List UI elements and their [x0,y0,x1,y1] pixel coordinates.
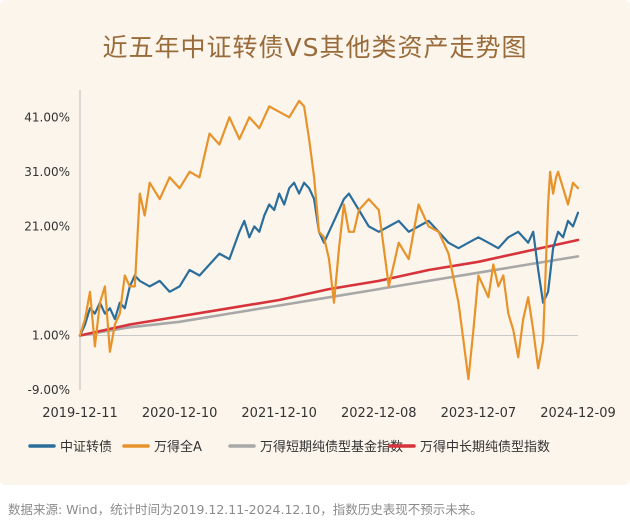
x-tick-label: 2021-12-10 [241,406,317,421]
x-tick-label: 2022-12-08 [341,406,417,421]
x-tick-label: 2020-12-10 [142,406,218,421]
series-line-2 [78,99,580,381]
series-line-4 [78,238,580,337]
y-tick-label: 1.00% [32,328,70,342]
y-tick-label: 21.00% [24,219,70,233]
x-tick-label: 2019-12-11 [42,406,118,421]
x-tick-label: 2024-12-09 [540,406,616,421]
legend-label: 万得短期纯债型基金指数 [260,439,403,455]
y-tick-label: 31.00% [24,165,70,179]
chart-svg: 41.00% 31.00% 21.00% 1.00% -9.00% 2019-12-11 2… [24,90,616,455]
series-line-1 [78,181,580,337]
source-note: 数据来源: Wind，统计时间为2019.12.11-2024.12.10，指数… [8,502,483,517]
y-tick-label: -9.00% [28,383,70,397]
chart-title: 近五年中证转债VS其他类资产走势图 [102,33,528,62]
y-tick-label: 41.00% [24,110,70,124]
x-tick-label: 2023-12-07 [441,406,517,421]
legend-label: 中证转债 [60,440,112,455]
chart-card: 近五年中证转债VS其他类资产走势图 [0,0,630,485]
legend-label: 万得中长期纯债型指数 [420,439,550,455]
legend-label: 万得全A [154,439,202,455]
